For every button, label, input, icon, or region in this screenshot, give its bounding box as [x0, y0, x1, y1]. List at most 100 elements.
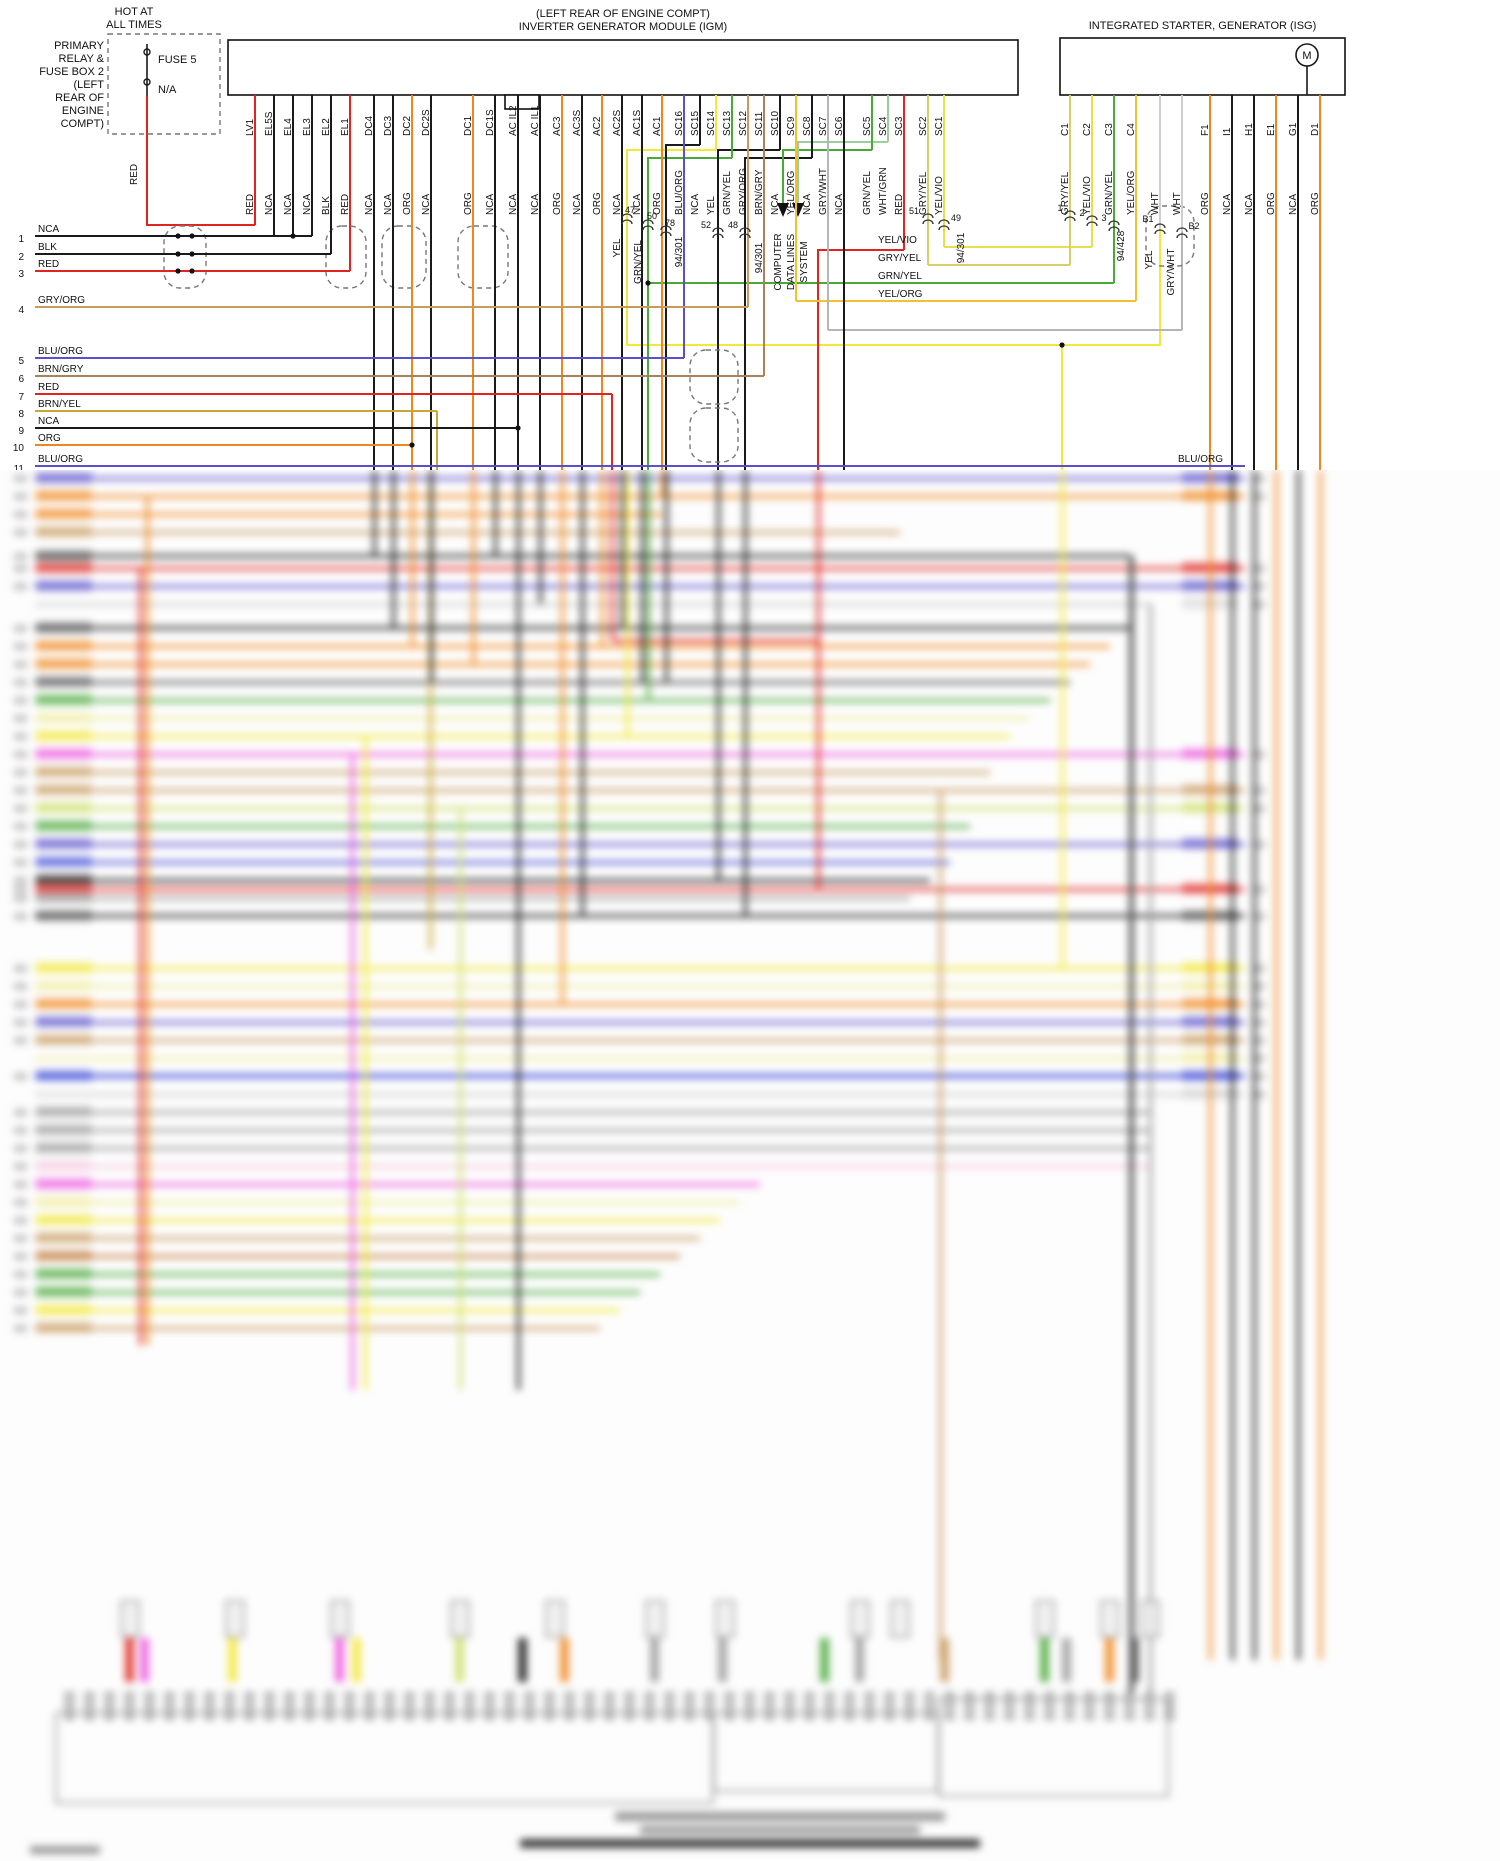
connector-pin	[245, 1692, 254, 1720]
row-number-tick	[1252, 493, 1265, 500]
connector-block	[1130, 1638, 1139, 1682]
row-number: 7	[18, 392, 24, 403]
blur-wire-h	[35, 967, 1245, 970]
blur-wire-v	[517, 470, 520, 1390]
component-box	[55, 1712, 714, 1804]
blur-wire-h	[35, 1021, 1245, 1024]
connector-pin	[1025, 1692, 1034, 1720]
igm-pin-DC1S: DC1S	[485, 109, 496, 136]
igm-pin-AC1: AC1	[652, 116, 663, 136]
connector-pin	[545, 1692, 554, 1720]
component-stub	[120, 1600, 140, 1638]
component-stub	[545, 1600, 565, 1638]
blur-wire-v	[626, 470, 629, 736]
junction-dot	[189, 233, 195, 239]
row-color-label: NCA	[38, 224, 59, 235]
row-number-tick	[14, 529, 27, 536]
blur-wire-h	[35, 477, 1245, 480]
blur-wire-h	[35, 825, 970, 828]
junction-dot	[290, 233, 296, 239]
row-number-tick	[14, 983, 27, 990]
blur-wire-v	[539, 470, 542, 604]
inline-connector	[689, 407, 739, 463]
blur-wire-h	[35, 1111, 1150, 1114]
motor-letter: M	[1302, 50, 1311, 62]
connector-pin	[65, 1692, 74, 1720]
blur-wire-label	[36, 490, 92, 501]
row-number: 10	[13, 443, 25, 454]
igm-color-SC7: GRY/WHT	[818, 168, 829, 215]
blur-wire-label	[36, 1160, 92, 1171]
blur-wire-h	[35, 1219, 720, 1222]
blur-wire-label	[36, 1286, 92, 1297]
igm-pin-SC15: SC15	[690, 111, 701, 136]
cavity-mark	[712, 227, 724, 239]
blur-wire-label	[36, 1196, 92, 1207]
blur-wire-h	[35, 1309, 620, 1312]
fuse-name-label: FUSE 5	[158, 54, 197, 66]
row-number-tick	[14, 1217, 27, 1224]
row-number-tick	[14, 565, 27, 572]
connector-id-label: DATA LINES	[786, 234, 797, 291]
row-number-tick	[14, 679, 27, 686]
cavity-mark	[1154, 223, 1166, 235]
isg-color-E1: ORG	[1266, 192, 1277, 215]
row-number-tick	[14, 913, 27, 920]
blur-wire-v	[1319, 470, 1322, 1660]
blur-wire-h	[35, 531, 900, 534]
row-color-label: ORG	[38, 433, 61, 444]
blur-wire-h	[35, 513, 662, 516]
row-number-tick	[1252, 1073, 1265, 1080]
connector-pin	[865, 1692, 874, 1720]
igm-color-DC3: NCA	[383, 194, 394, 215]
connector-pin	[325, 1692, 334, 1720]
cavity-number: 49	[951, 213, 961, 223]
hot-at-line2: ALL TIMES	[106, 19, 162, 31]
row-color-label: RED	[38, 259, 59, 270]
connector-pin	[885, 1692, 894, 1720]
blur-wire-h	[35, 807, 1245, 810]
blur-wire-v	[411, 470, 414, 646]
blur-wire-h	[35, 753, 1245, 756]
connector-pin	[1145, 1692, 1154, 1720]
cavity-number: B2	[1188, 221, 1199, 231]
connector-pin	[105, 1692, 114, 1720]
blur-wire-v	[621, 470, 624, 628]
row-number-tick	[14, 643, 27, 650]
connector-pin	[745, 1692, 754, 1720]
igm-pin-SC13: SC13	[722, 111, 733, 136]
igm-pin-SC5: SC5	[862, 116, 873, 136]
blur-wire-label	[36, 856, 92, 867]
connector-pin	[125, 1692, 134, 1720]
component-stub	[450, 1600, 470, 1638]
connector-id-label: GRN/YEL	[633, 240, 644, 284]
row-number: 3	[18, 269, 24, 280]
blur-wire-h	[35, 1327, 600, 1330]
igm-pin-SC14: SC14	[706, 111, 717, 136]
blur-wire-v	[1209, 470, 1212, 1660]
row-number-tick	[1252, 965, 1265, 972]
row-number-tick	[14, 1181, 27, 1188]
fuse-terminal-bottom	[143, 78, 151, 86]
row-number-tick	[1252, 1055, 1265, 1062]
connector-id-label: SYSTEM	[799, 241, 810, 282]
blur-wire-label	[36, 1124, 92, 1135]
row-number-tick	[14, 1253, 27, 1260]
connector-pin	[305, 1692, 314, 1720]
row-color-label: RED	[38, 382, 59, 393]
blur-wire-h	[35, 843, 1245, 846]
isg-pin-C1: C1	[1060, 123, 1071, 136]
connector-pin	[1045, 1692, 1054, 1720]
connector-pin	[345, 1692, 354, 1720]
blur-wire-h	[35, 1057, 1245, 1060]
blur-wire-label	[36, 883, 92, 894]
igm-pin-EL4: EL4	[283, 118, 294, 136]
igm-color-SC12: GRY/ORG	[738, 168, 749, 215]
igm-color-SC16: BLU/ORG	[674, 170, 685, 215]
wire-color-label: GRY/YEL	[878, 253, 922, 264]
row-number-tick	[14, 859, 27, 866]
blur-wire-v	[647, 470, 650, 700]
blur-wire-label	[36, 802, 92, 813]
blur-wire-label	[36, 998, 92, 1009]
